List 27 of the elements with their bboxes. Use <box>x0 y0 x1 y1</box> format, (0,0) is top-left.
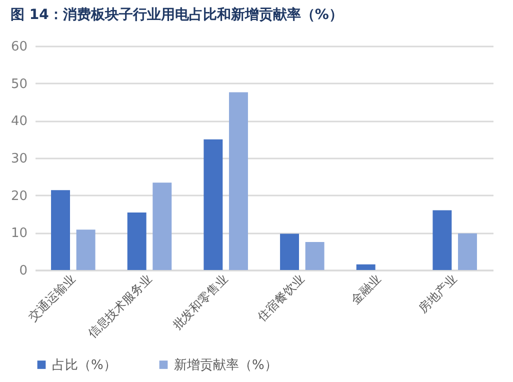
x-tick-label: 住宿餐饮业 <box>254 272 308 325</box>
bar <box>152 182 172 270</box>
x-tick-label: 批发和零售业 <box>170 272 231 332</box>
legend-label: 新增贡献率（%） <box>174 356 278 373</box>
bar <box>305 242 324 270</box>
bar <box>432 210 452 270</box>
bar <box>51 190 70 270</box>
x-tick-label: 金融业 <box>348 272 384 307</box>
x-tick-label: 房地产业 <box>416 272 460 316</box>
bar <box>76 230 96 270</box>
x-tick-label: 信息技术服务业 <box>85 272 154 341</box>
y-tick-label: 20 <box>10 188 28 204</box>
legend-label: 占比（%） <box>52 358 116 373</box>
y-tick-label: 40 <box>10 114 28 130</box>
bar <box>127 212 146 270</box>
x-tick-label: 交通运输业 <box>26 272 78 324</box>
y-tick-label: 50 <box>10 76 28 92</box>
y-tick-label: 30 <box>10 152 28 166</box>
y-tick-label: 10 <box>10 226 28 242</box>
y-tick-label: 60 <box>10 40 28 54</box>
bar <box>204 139 223 270</box>
bar <box>458 233 477 270</box>
bar <box>228 92 248 270</box>
bar <box>280 234 300 270</box>
chart-title: 图 14：消费板块子行业用电占比和新增贡献率（%） <box>10 6 343 23</box>
bar <box>356 264 376 270</box>
y-tick-label: 0 <box>19 264 28 278</box>
